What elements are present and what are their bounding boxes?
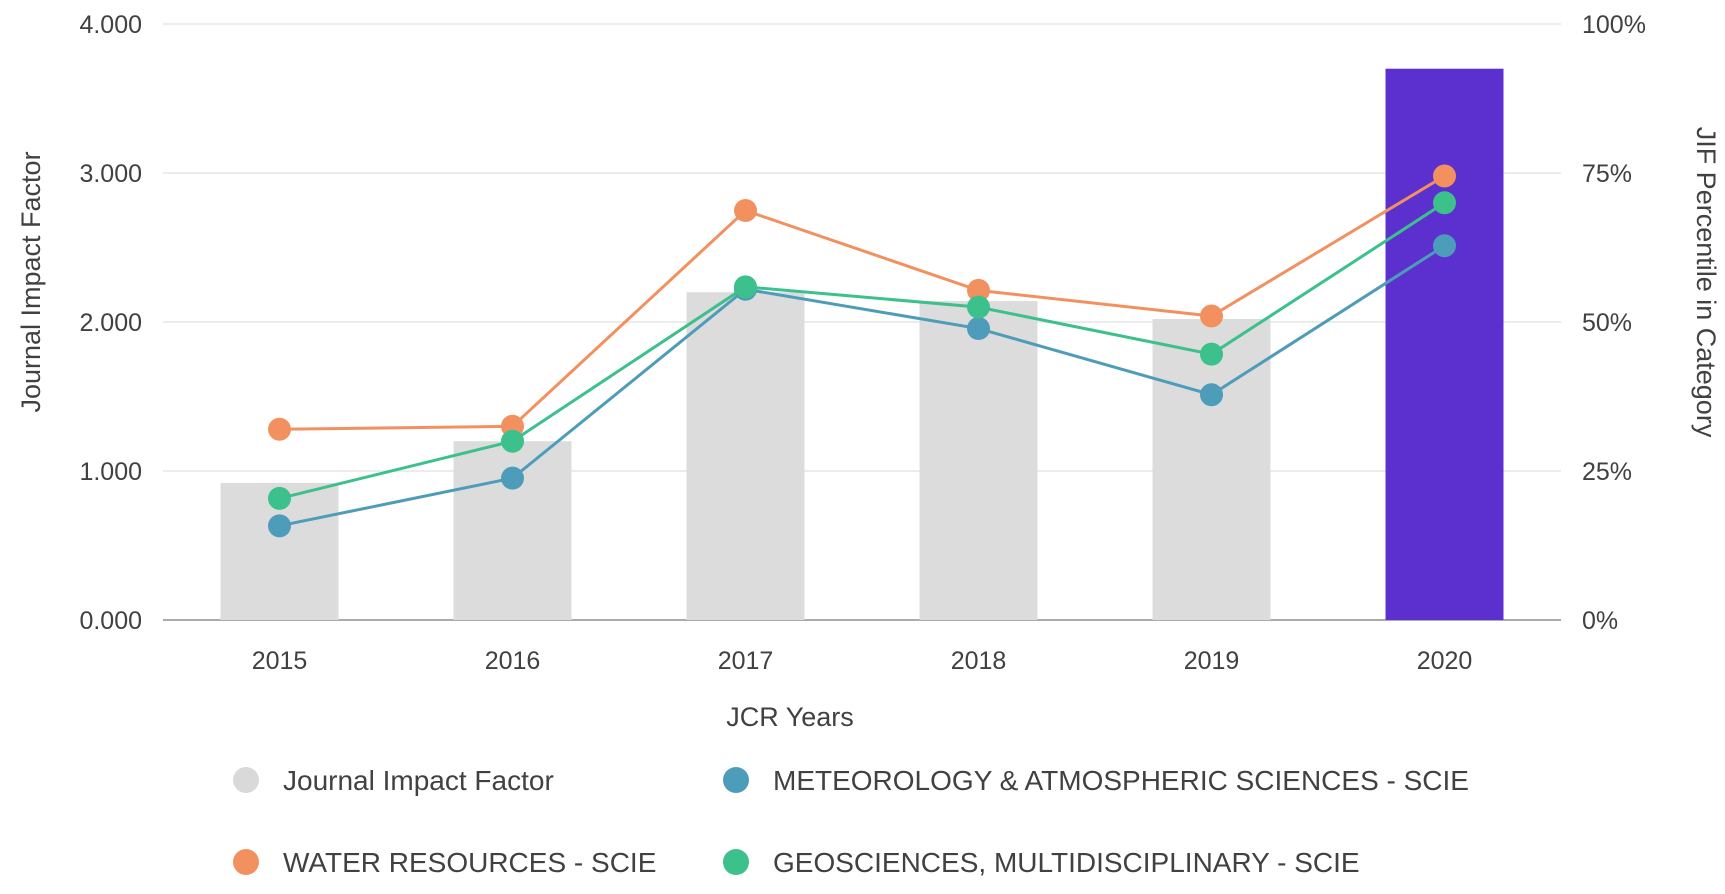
legend-dot-journal-impact-factor — [233, 767, 259, 793]
right-tick-25%: 25% — [1582, 458, 1632, 486]
left-tick-1.000: 1.000 — [79, 458, 142, 486]
x-tick-2015: 2015 — [252, 647, 308, 675]
legend-item-meteorology-atmospheric-sciences-scie: METEOROLOGY & ATMOSPHERIC SCIENCES - SCI… — [723, 765, 1469, 796]
legend-dot-water-resources-scie — [233, 849, 259, 875]
point-geosciences-multidisciplinary-scie-2015[interactable] — [268, 486, 291, 510]
point-geosciences-multidisciplinary-scie-2019[interactable] — [1200, 342, 1223, 366]
legend-label-water-resources-scie: WATER RESOURCES - SCIE — [283, 847, 656, 878]
x-tick-2016: 2016 — [485, 647, 541, 675]
point-meteorology-atmospheric-sciences-scie-2020[interactable] — [1433, 234, 1456, 258]
point-geosciences-multidisciplinary-scie-2018[interactable] — [967, 295, 990, 319]
legend-item-water-resources-scie: WATER RESOURCES - SCIE — [233, 847, 656, 878]
point-water-resources-scie-2018[interactable] — [967, 278, 990, 302]
line-layer — [268, 164, 1456, 538]
point-water-resources-scie-2019[interactable] — [1200, 304, 1223, 328]
bar-2017[interactable] — [686, 292, 805, 620]
x-tick-2020: 2020 — [1417, 647, 1473, 675]
right-axis-title: JIF Percentile in Category — [1691, 127, 1721, 438]
point-meteorology-atmospheric-sciences-scie-2018[interactable] — [967, 317, 990, 341]
point-geosciences-multidisciplinary-scie-2017[interactable] — [734, 275, 757, 299]
left-tick-4.000: 4.000 — [79, 11, 142, 39]
x-tick-2018: 2018 — [951, 647, 1007, 675]
grid-layer — [163, 23, 1561, 621]
legend-label-geosciences-multidisciplinary-scie: GEOSCIENCES, MULTIDISCIPLINARY - SCIE — [773, 847, 1360, 878]
tick-layer: 0.000 0% 1.000 25% 2.000 50% 3.000 75% 4.000 100%… — [79, 11, 1646, 675]
bar-2018[interactable] — [919, 301, 1038, 620]
legend-item-geosciences-multidisciplinary-scie: GEOSCIENCES, MULTIDISCIPLINARY - SCIE — [723, 847, 1360, 878]
legend-label-journal-impact-factor: Journal Impact Factor — [283, 765, 554, 796]
left-axis-title: Journal Impact Factor — [16, 151, 46, 412]
line-meteorology-atmospheric-sciences-scie — [279, 244, 1446, 528]
line-water-resources-scie — [279, 174, 1446, 431]
point-water-resources-scie-2015[interactable] — [268, 417, 291, 441]
point-meteorology-atmospheric-sciences-scie-2019[interactable] — [1200, 383, 1223, 407]
point-water-resources-scie-2020[interactable] — [1433, 164, 1456, 188]
right-tick-75%: 75% — [1582, 160, 1632, 188]
x-tick-2017: 2017 — [718, 647, 774, 675]
legend-item-journal-impact-factor: Journal Impact Factor — [233, 765, 554, 796]
left-tick-2.000: 2.000 — [79, 309, 142, 337]
left-tick-3.000: 3.000 — [79, 160, 142, 188]
left-tick-0.000: 0.000 — [79, 607, 142, 635]
x-tick-2019: 2019 — [1184, 647, 1240, 675]
bar-layer — [220, 68, 1504, 620]
legend-dot-meteorology-atmospheric-sciences-scie — [723, 767, 749, 793]
right-tick-100%: 100% — [1582, 11, 1646, 39]
right-tick-0%: 0% — [1582, 607, 1618, 635]
right-tick-50%: 50% — [1582, 309, 1632, 337]
bar-2020[interactable] — [1385, 68, 1504, 620]
point-meteorology-atmospheric-sciences-scie-2015[interactable] — [268, 514, 291, 538]
point-geosciences-multidisciplinary-scie-2020[interactable] — [1433, 191, 1456, 215]
point-geosciences-multidisciplinary-scie-2016[interactable] — [501, 429, 524, 453]
line-geosciences-multidisciplinary-scie — [279, 201, 1446, 500]
point-water-resources-scie-2017[interactable] — [734, 199, 757, 223]
legend-dot-geosciences-multidisciplinary-scie — [723, 849, 749, 875]
legend-layer: Journal Impact Factor METEOROLOGY & ATMOS… — [233, 765, 1469, 878]
point-meteorology-atmospheric-sciences-scie-2016[interactable] — [501, 466, 524, 490]
legend-label-meteorology-atmospheric-sciences-scie: METEOROLOGY & ATMOSPHERIC SCIENCES - SCI… — [773, 765, 1469, 796]
x-axis-title: JCR Years — [726, 702, 854, 732]
